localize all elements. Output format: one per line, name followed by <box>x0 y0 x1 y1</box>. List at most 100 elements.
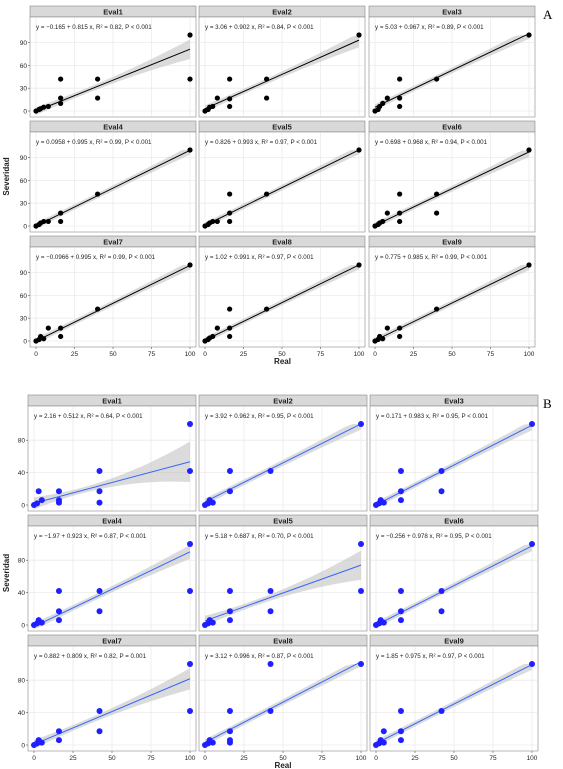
confidence-band <box>205 35 359 113</box>
data-point <box>438 608 445 615</box>
y-tick-label: 90 <box>20 270 28 277</box>
facet-eval9: Eval9 y = 0.775 + 0.985 x, R² = 0.99, P <… <box>368 235 536 358</box>
data-point <box>356 262 362 268</box>
data-point <box>434 191 440 197</box>
data-point <box>58 95 64 101</box>
confidence-band <box>205 150 359 229</box>
data-point <box>226 488 233 495</box>
data-point <box>358 661 364 667</box>
data-point <box>526 262 532 268</box>
data-point <box>187 467 193 474</box>
data-point <box>214 218 220 225</box>
x-tick-label: 75 <box>148 351 156 358</box>
data-point <box>267 707 274 714</box>
confidence-band <box>375 150 529 229</box>
regression-equation: y = −1.97 + 0.923 x, R² = 0.87, P < 0.00… <box>34 533 147 540</box>
data-point <box>267 587 274 594</box>
facet-eval2: Eval2 y = 3.06 + 0.902 x, R² = 0.84, P < … <box>198 5 366 118</box>
y-tick-label: 90 <box>20 155 28 162</box>
data-point <box>380 336 386 342</box>
facet-eval4: Eval4 y = −1.97 + 0.923 x, R² = 0.87, P <… <box>18 514 197 632</box>
data-point <box>397 76 403 82</box>
data-point <box>187 76 193 82</box>
x-tick-label: 100 <box>185 351 196 358</box>
facet-title: Eval3 <box>442 8 462 17</box>
data-point <box>397 737 404 744</box>
facet-title: Eval2 <box>272 8 292 17</box>
facet-title: Eval2 <box>273 397 293 406</box>
data-point <box>226 739 233 746</box>
data-point <box>55 728 62 735</box>
y-tick-label: 0 <box>21 743 25 750</box>
facet-eval7: Eval7 y = 0.882 + 0.809 x, R² = 0.82, P =… <box>18 634 197 762</box>
facet-eval5: Eval5 y = 0.826 + 0.993 x, R² = 0.97, P <… <box>198 120 366 233</box>
data-point <box>227 333 233 340</box>
data-point <box>45 103 51 110</box>
facet-title: Eval1 <box>102 397 122 406</box>
data-point <box>227 218 233 225</box>
data-point <box>55 488 62 495</box>
data-point <box>227 325 233 331</box>
data-point <box>226 617 233 624</box>
data-point <box>95 191 101 197</box>
data-point <box>358 541 364 547</box>
data-point <box>55 737 62 744</box>
facet-eval9: Eval9 y = 1.85 + 0.975 x, R² = 0.97, P < … <box>369 634 539 762</box>
regression-equation: y = 3.12 + 0.996 x, R² = 0.87, P < 0.001 <box>205 653 314 660</box>
x-tick-label: 0 <box>203 351 207 358</box>
data-point <box>226 587 233 594</box>
data-point <box>438 587 445 594</box>
data-point <box>96 707 103 714</box>
data-point <box>529 541 535 547</box>
x-tick-label: 100 <box>185 755 196 762</box>
y-tick-label: 40 <box>18 710 26 717</box>
data-point <box>227 76 233 82</box>
x-tick-label: 75 <box>487 351 495 358</box>
data-point <box>267 608 274 615</box>
facet-eval5: Eval5 y = 5.18 + 0.687 x, R² = 0.70, P < … <box>198 514 368 632</box>
panel-letter: A <box>543 7 553 22</box>
y-tick-label: 80 <box>18 678 26 685</box>
data-point <box>187 587 193 594</box>
facet-title: Eval9 <box>442 238 462 247</box>
data-point <box>35 488 42 495</box>
data-point <box>214 325 220 331</box>
data-point <box>356 32 362 38</box>
y-tick-label: 60 <box>20 63 28 70</box>
data-point <box>384 325 390 331</box>
data-point <box>397 488 404 495</box>
x-axis-title: Real <box>274 357 291 366</box>
confidence-band <box>376 544 532 629</box>
data-point <box>209 619 216 626</box>
data-point <box>438 467 445 474</box>
data-point <box>397 608 404 615</box>
data-point <box>264 191 270 197</box>
data-point <box>264 306 270 312</box>
data-point <box>58 210 64 216</box>
y-tick-label: 90 <box>20 40 28 47</box>
facet-title: Eval5 <box>273 517 293 526</box>
facet-title: Eval3 <box>444 397 464 406</box>
confidence-band <box>34 441 190 510</box>
data-point <box>187 541 193 547</box>
regression-equation: y = 3.06 + 0.902 x, R² = 0.84, P < 0.001 <box>205 24 314 31</box>
regression-equation: y = 0.826 + 0.993 x, R² = 0.97, P < 0.00… <box>205 139 318 146</box>
regression-equation: y = 0.775 + 0.985 x, R² = 0.99, P < 0.00… <box>375 254 488 261</box>
data-point <box>397 191 403 197</box>
data-point <box>55 617 62 624</box>
data-point <box>58 100 64 106</box>
x-tick-label: 75 <box>317 351 325 358</box>
facet-title: Eval4 <box>102 517 122 526</box>
data-point <box>397 497 404 504</box>
figure-panel-a: Eval1 y = −0.165 + 0.815 x, R² = 0.82, P … <box>2 5 553 366</box>
data-point <box>226 707 233 714</box>
data-point <box>227 103 233 110</box>
data-point <box>397 218 403 225</box>
regression-equation: y = 1.85 + 0.975 x, R² = 0.97, P < 0.001 <box>376 653 485 660</box>
facet-title: Eval1 <box>103 8 123 17</box>
data-point <box>226 608 233 615</box>
figure-panel-b: Eval1 y = 2.16 + 0.512 x, R² = 0.64, P < … <box>2 394 552 769</box>
data-point <box>397 333 403 340</box>
x-tick-label: 25 <box>71 351 79 358</box>
data-point <box>434 306 440 312</box>
